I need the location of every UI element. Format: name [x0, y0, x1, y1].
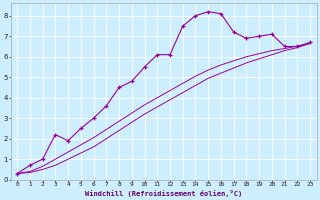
X-axis label: Windchill (Refroidissement éolien,°C): Windchill (Refroidissement éolien,°C) — [85, 190, 242, 197]
